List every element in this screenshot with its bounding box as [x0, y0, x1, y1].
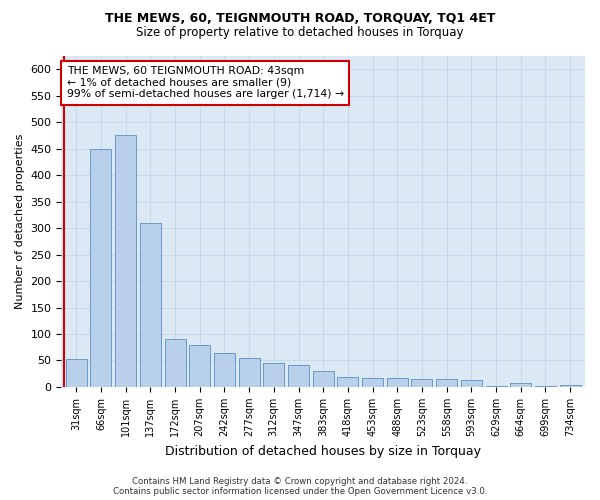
- Bar: [91, 148, 112, 387]
- Bar: [412, 379, 433, 387]
- Bar: [362, 378, 383, 387]
- Text: Contains HM Land Registry data © Crown copyright and database right 2024.
Contai: Contains HM Land Registry data © Crown c…: [113, 476, 487, 496]
- Bar: [485, 386, 506, 387]
- Bar: [263, 363, 284, 387]
- Text: Size of property relative to detached houses in Torquay: Size of property relative to detached ho…: [136, 26, 464, 39]
- Bar: [387, 378, 408, 387]
- Text: THE MEWS, 60, TEIGNMOUTH ROAD, TORQUAY, TQ1 4ET: THE MEWS, 60, TEIGNMOUTH ROAD, TORQUAY, …: [105, 12, 495, 24]
- Bar: [560, 386, 581, 387]
- Bar: [535, 386, 556, 387]
- X-axis label: Distribution of detached houses by size in Torquay: Distribution of detached houses by size …: [165, 444, 481, 458]
- Bar: [66, 360, 87, 387]
- Bar: [288, 364, 309, 387]
- Bar: [313, 371, 334, 387]
- Bar: [239, 358, 260, 387]
- Bar: [214, 352, 235, 387]
- Y-axis label: Number of detached properties: Number of detached properties: [15, 134, 25, 309]
- Bar: [461, 380, 482, 387]
- Bar: [436, 379, 457, 387]
- Text: THE MEWS, 60 TEIGNMOUTH ROAD: 43sqm
← 1% of detached houses are smaller (9)
99% : THE MEWS, 60 TEIGNMOUTH ROAD: 43sqm ← 1%…: [67, 66, 344, 99]
- Bar: [337, 378, 358, 387]
- Bar: [140, 223, 161, 387]
- Bar: [164, 340, 185, 387]
- Bar: [115, 136, 136, 387]
- Bar: [510, 382, 531, 387]
- Bar: [189, 344, 210, 387]
